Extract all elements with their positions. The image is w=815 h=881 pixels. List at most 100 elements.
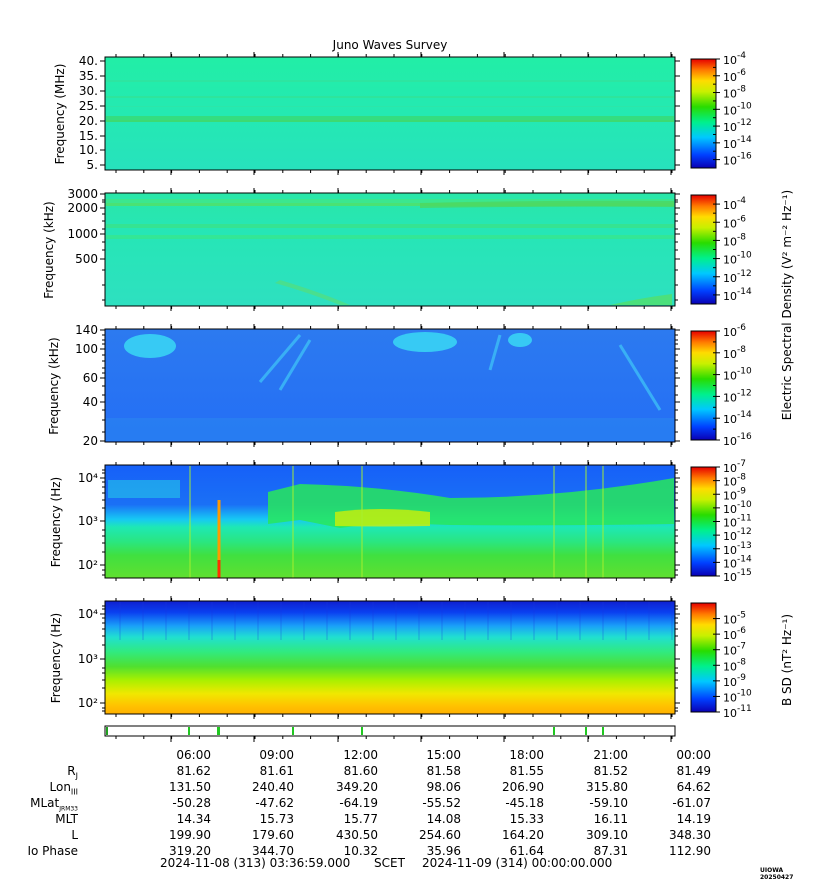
emission-arc xyxy=(420,200,674,208)
colorbar-tick-label: 10-9 xyxy=(723,673,746,689)
emission-burst xyxy=(258,334,302,383)
colorbar-tick-label: 10-16 xyxy=(723,432,752,448)
colorbar-tick-label: 10-7 xyxy=(723,642,746,658)
y-tick-label: 3000 xyxy=(67,187,98,201)
ephemeris-cell: 319.20 xyxy=(169,844,211,858)
emission-band xyxy=(106,96,674,98)
ephemeris-cell: 81.49 xyxy=(676,764,711,778)
ephemeris-cell: -59.10 xyxy=(589,796,628,810)
row-label-subscript: III xyxy=(70,787,78,797)
emission-band xyxy=(106,116,674,120)
ephemeris-row-label: RJ xyxy=(67,764,78,780)
ephemeris-cell: 64.62 xyxy=(676,780,711,794)
y-tick-label: 20 xyxy=(83,434,98,448)
emission-streak xyxy=(610,294,672,305)
colorbar-tick-label: 10-4 xyxy=(723,196,746,212)
magnetic-colorbar-label: B SD (nT² Hz⁻¹) xyxy=(780,613,794,707)
ephemeris-cell: -47.62 xyxy=(255,796,294,810)
y-tick-label: 10³ xyxy=(78,514,98,528)
panel-4-ylabel: Frequency (Hz) xyxy=(49,476,63,568)
ephemeris-cell: -55.52 xyxy=(422,796,461,810)
emission-blob xyxy=(508,333,532,347)
ephemeris-row-label: MLT xyxy=(55,812,78,826)
y-tick-label: 100 xyxy=(75,342,98,356)
time-tick-label: 06:00 xyxy=(176,748,211,762)
colorbar-tick-label: 10-14 xyxy=(723,135,752,151)
y-tick-label: 35. xyxy=(79,69,98,83)
ephemeris-cell: 112.90 xyxy=(669,844,711,858)
y-tick-label: 40 xyxy=(83,395,98,409)
ephemeris-cell: 15.73 xyxy=(259,812,294,826)
panel-2-ylabel: Frequency (kHz) xyxy=(42,201,56,299)
emission-band xyxy=(106,80,674,82)
colorbar-tick-label: 10-6 xyxy=(723,626,746,642)
panel-1-spectrogram xyxy=(105,57,675,170)
panel-5-spectrogram xyxy=(105,601,675,714)
ephemeris-cell: 309.10 xyxy=(586,828,628,842)
colorbar-tick-label: 10-12 xyxy=(723,388,752,404)
plot-title: Juno Waves Survey xyxy=(332,38,448,52)
mode-bar-marker xyxy=(218,727,220,735)
colorbar-tick-label: 10-8 xyxy=(723,232,746,248)
emission-burst xyxy=(278,339,312,391)
row-label-text: Lon xyxy=(49,780,71,794)
mode-bar-marker xyxy=(188,727,190,735)
ephemeris-cell: 81.58 xyxy=(426,764,461,778)
panel-1-colorbar xyxy=(690,58,717,169)
mode-bar-marker xyxy=(602,727,604,735)
panel-2-colorbar xyxy=(690,194,717,305)
ephemeris-cell: 10.32 xyxy=(343,844,378,858)
colorbar-tick-label: 10-10 xyxy=(723,367,752,383)
ephemeris-cell: 254.60 xyxy=(419,828,461,842)
colorbar-tick-label: 10-10 xyxy=(723,101,752,117)
y-tick-label: 10⁴ xyxy=(78,607,98,621)
y-tick-label: 10⁴ xyxy=(78,471,98,485)
ephemeris-cell: 14.19 xyxy=(676,812,711,826)
time-tick-label: 09:00 xyxy=(259,748,294,762)
y-tick-label: 140 xyxy=(75,323,98,337)
emission-burst xyxy=(618,344,662,411)
ephemeris-cell: 430.50 xyxy=(336,828,378,842)
emission-burst xyxy=(488,334,502,371)
mode-bar xyxy=(104,725,676,737)
ephemeris-cell: 199.90 xyxy=(169,828,211,842)
panel-2-spectrogram xyxy=(105,193,675,306)
y-tick-label: 500 xyxy=(75,252,98,266)
ephemeris-row-label: Io Phase xyxy=(27,844,78,858)
y-tick-label: 40. xyxy=(79,54,98,68)
row-label-text: L xyxy=(71,828,78,842)
time-tick-label: 18:00 xyxy=(509,748,544,762)
ephemeris-cell: 16.11 xyxy=(593,812,628,826)
colorbar-tick-label: 10-10 xyxy=(723,251,752,267)
ephemeris-cell: 87.31 xyxy=(593,844,628,858)
ephemeris-cell: 81.52 xyxy=(593,764,628,778)
y-tick-label: 10³ xyxy=(78,652,98,666)
panel-3-colorbar xyxy=(690,330,717,441)
y-tick-label: 1000 xyxy=(67,227,98,241)
colorbar-tick-label: 10-15 xyxy=(723,568,752,584)
ephemeris-cell: 349.20 xyxy=(336,780,378,794)
ephemeris-cell: -45.18 xyxy=(505,796,544,810)
ephemeris-cell: 98.06 xyxy=(426,780,461,794)
ephemeris-cell: 179.60 xyxy=(252,828,294,842)
row-label-subscript: JRM33 xyxy=(59,805,78,813)
ephemeris-cell: 15.77 xyxy=(343,812,378,826)
ephemeris-cell: 81.55 xyxy=(509,764,544,778)
time-tick-label: 12:00 xyxy=(343,748,378,762)
footer-end-time: 2024-11-09 (314) 00:00:00.000 xyxy=(422,856,613,870)
panel-1-frame xyxy=(104,56,676,171)
ephemeris-cell: 344.70 xyxy=(252,844,294,858)
ephemeris-cell: 35.96 xyxy=(426,844,461,858)
emission-region xyxy=(108,480,180,498)
row-label-text: R xyxy=(67,764,76,778)
colorbar-tick-label: 10-6 xyxy=(723,323,746,339)
colorbar-tick-label: 10-12 xyxy=(723,269,752,285)
y-tick-label: 10² xyxy=(78,558,98,572)
mode-bar-marker xyxy=(292,727,294,735)
panel-3-ylabel: Frequency (kHz) xyxy=(47,337,61,435)
panel-3-lowband xyxy=(106,418,674,441)
ephemeris-row-label: LonIII xyxy=(50,780,79,796)
ephemeris-cell: 81.62 xyxy=(176,764,211,778)
ephemeris-cell: 81.60 xyxy=(343,764,378,778)
